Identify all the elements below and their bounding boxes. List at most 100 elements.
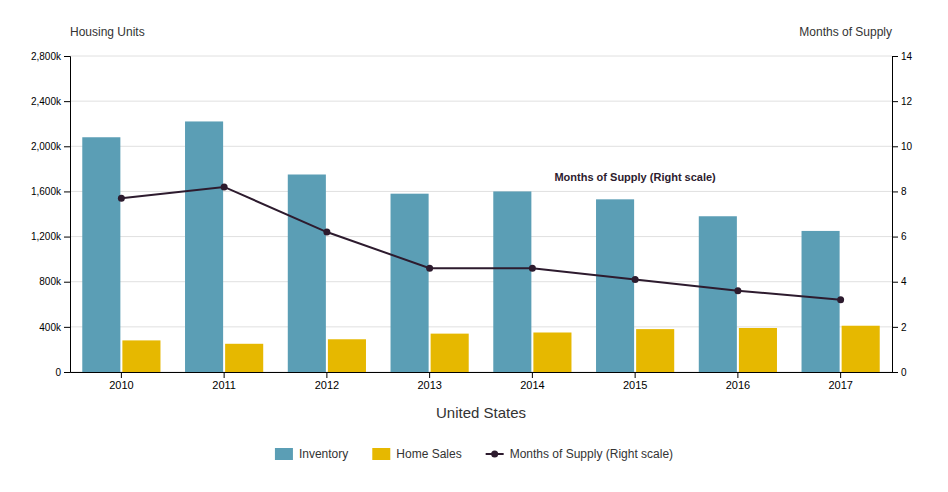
bar xyxy=(122,340,160,372)
y2-tick-label: 4 xyxy=(901,276,907,287)
legend-label: Months of Supply (Right scale) xyxy=(510,447,673,461)
marker xyxy=(118,195,125,202)
bar xyxy=(82,137,120,372)
bar xyxy=(842,326,880,372)
y-tick-label: 400k xyxy=(39,322,62,333)
legend-swatch xyxy=(491,451,498,458)
marker xyxy=(323,229,330,236)
y2-tick-label: 2 xyxy=(901,322,907,333)
x-axis-label: United States xyxy=(436,404,526,421)
x-tick: 2011 xyxy=(212,372,236,391)
y-tick: 0 xyxy=(55,367,70,378)
y-tick: 2,800k xyxy=(31,51,70,62)
x-tick-label: 2013 xyxy=(417,379,441,391)
y2-tick: 12 xyxy=(892,96,913,107)
y2-tick-label: 8 xyxy=(901,186,907,197)
bar xyxy=(185,121,223,372)
y2-tick-label: 10 xyxy=(901,141,913,152)
marker xyxy=(529,265,536,272)
grid-line xyxy=(70,101,892,102)
bar xyxy=(533,333,571,373)
legend-swatch xyxy=(372,448,390,460)
bar xyxy=(802,231,840,372)
x-tick-mark xyxy=(224,372,225,378)
y2-tick: 8 xyxy=(892,186,907,197)
x-tick-label: 2010 xyxy=(109,379,133,391)
line-series xyxy=(118,183,844,303)
marker xyxy=(837,296,844,303)
y2-tick: 0 xyxy=(892,367,907,378)
bar xyxy=(596,199,634,372)
chart: 201020112012201320142015201620170400k800… xyxy=(0,0,948,492)
y2-tick-label: 6 xyxy=(901,231,907,242)
legend-item: Home Sales xyxy=(372,447,461,461)
x-axis-line xyxy=(71,372,893,373)
legend-item: Months of Supply (Right scale) xyxy=(486,447,673,461)
bar-series xyxy=(122,326,879,372)
x-tick-label: 2015 xyxy=(623,379,647,391)
y2-tick-mark xyxy=(892,327,898,328)
legend-item: Inventory xyxy=(275,447,348,461)
y-tick-label: 1,200k xyxy=(31,231,62,242)
x-tick: 2014 xyxy=(520,372,544,391)
y2-tick: 14 xyxy=(892,51,913,62)
y-tick-label: 800k xyxy=(39,276,62,287)
bar xyxy=(493,191,531,372)
y2-tick-mark xyxy=(892,56,898,57)
y2-tick-mark xyxy=(892,101,898,102)
y2-tick-mark xyxy=(892,282,898,283)
y2-tick-mark xyxy=(892,146,898,147)
y-tick: 2,000k xyxy=(31,141,70,152)
marker xyxy=(734,287,741,294)
legend-swatch xyxy=(275,448,293,460)
bar-series xyxy=(82,121,839,372)
x-tick-label: 2012 xyxy=(315,379,339,391)
y-tick-mark xyxy=(64,327,70,328)
y2-tick-mark xyxy=(892,237,898,238)
y-tick: 800k xyxy=(39,276,70,287)
bar xyxy=(699,216,737,372)
legend-label: Inventory xyxy=(299,447,348,461)
y2-axis: 0 2 4 6 8 10 12 14 xyxy=(892,51,913,378)
bar xyxy=(225,344,263,372)
y-tick-label: 2,400k xyxy=(31,96,62,107)
x-tick-label: 2017 xyxy=(828,379,852,391)
bar xyxy=(739,328,777,372)
y-tick-mark xyxy=(64,56,70,57)
y-tick-mark xyxy=(64,372,70,373)
x-tick: 2015 xyxy=(623,372,647,391)
y-tick: 400k xyxy=(39,322,70,333)
y2-tick-label: 12 xyxy=(901,96,913,107)
bar xyxy=(328,339,366,372)
legend-label: Home Sales xyxy=(396,447,461,461)
x-tick-mark xyxy=(737,372,738,378)
x-tick-label: 2011 xyxy=(212,379,236,391)
y-tick-label: 1,600k xyxy=(31,186,62,197)
y-tick-label: 2,800k xyxy=(31,51,62,62)
legend: Inventory Home Sales Months of Supply (Rig… xyxy=(275,447,673,461)
bar xyxy=(636,329,674,372)
x-tick: 2017 xyxy=(828,372,852,391)
x-tick-mark xyxy=(635,372,636,378)
x-tick: 2010 xyxy=(109,372,133,391)
x-tick: 2012 xyxy=(315,372,339,391)
y-tick-mark xyxy=(64,237,70,238)
y2-tick-label: 0 xyxy=(901,367,907,378)
x-axis: 2010 2011 2012 2013 2014 2015 2016 2017 xyxy=(71,372,893,391)
x-tick-label: 2016 xyxy=(726,379,750,391)
x-tick-mark xyxy=(840,372,841,378)
y-tick: 2,400k xyxy=(31,96,70,107)
x-tick-label: 2014 xyxy=(520,379,544,391)
x-tick: 2016 xyxy=(726,372,750,391)
y2-axis-line xyxy=(893,57,899,373)
bar xyxy=(391,194,429,372)
y-tick-mark xyxy=(64,146,70,147)
y2-tick-mark xyxy=(892,372,898,373)
grid xyxy=(70,56,892,372)
y-tick: 1,200k xyxy=(31,231,70,242)
bar xyxy=(431,334,469,372)
marker xyxy=(221,183,228,190)
y-axis-line xyxy=(64,57,71,373)
grid-line xyxy=(70,56,892,57)
y2-tick: 6 xyxy=(892,231,907,242)
